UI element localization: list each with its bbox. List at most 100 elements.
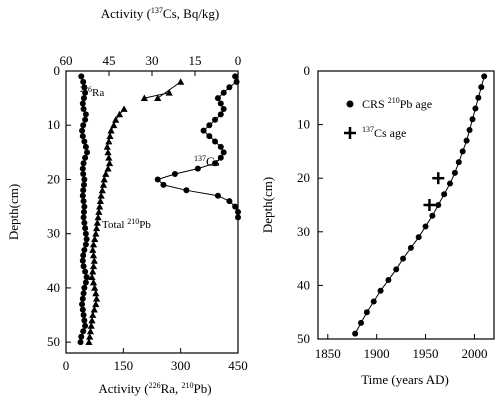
left-data-point <box>82 89 89 96</box>
right-series-line <box>354 76 485 334</box>
crs-age-point <box>393 266 400 273</box>
left-series-line <box>144 92 170 99</box>
left-data-point <box>171 171 178 178</box>
left-data-point <box>105 159 114 167</box>
left-data-point <box>89 278 98 286</box>
left-data-point <box>220 149 227 156</box>
left-top-x-tick-label: 15 <box>189 53 202 68</box>
left-data-point <box>106 132 114 139</box>
left-data-point <box>83 236 90 243</box>
legend-plus-marker <box>344 127 356 139</box>
crs-age-point <box>435 202 442 208</box>
crs-age-point <box>377 287 384 294</box>
left-data-point <box>82 225 89 232</box>
left-data-point <box>82 322 89 329</box>
left-data-point <box>214 95 221 102</box>
crs-age-point <box>478 84 485 91</box>
left-data-point <box>79 192 86 199</box>
left-data-point <box>81 219 88 226</box>
left-data-point <box>79 306 86 313</box>
left-data-point <box>217 111 224 118</box>
left-data-point <box>226 198 233 205</box>
left-data-point <box>80 198 87 205</box>
cs-age-point <box>432 172 445 185</box>
left-data-point <box>82 143 89 150</box>
left-top-x-tick-label: 60 <box>60 53 73 68</box>
cs-age-point <box>423 199 436 211</box>
left-data-point <box>80 263 87 270</box>
crs-age-point <box>407 244 414 251</box>
left-data-point <box>96 197 104 205</box>
left-data-point <box>98 186 106 194</box>
left-data-point <box>78 333 85 340</box>
left-data-point <box>79 165 86 172</box>
right-y-tick-label: 50 <box>297 331 310 346</box>
left-y-tick-label: 50 <box>47 334 60 349</box>
left-y-tick-label: 30 <box>47 226 60 241</box>
left-data-point <box>105 154 113 161</box>
crs-age-point <box>463 137 470 144</box>
crs-age-point <box>400 255 407 262</box>
crs-age-point <box>475 94 482 101</box>
left-data-point <box>81 246 88 253</box>
left-marks <box>77 73 241 346</box>
left-data-point <box>235 209 241 215</box>
legend-crs-label: CRS 210Pb age <box>362 96 432 111</box>
left-data-point <box>120 105 128 112</box>
left-data-point <box>81 317 88 324</box>
left-data-point <box>80 187 87 194</box>
left-top-x-tick-label: 0 <box>235 53 242 68</box>
crs-age-point <box>422 223 429 230</box>
left-data-point <box>217 154 224 161</box>
left-data-point <box>95 208 103 215</box>
left-data-point <box>99 181 108 188</box>
left-data-point <box>79 301 86 308</box>
legend-cs-label: 137Cs age <box>362 125 406 140</box>
right-x-tick-label: 2000 <box>461 346 487 361</box>
left-data-point <box>82 111 89 118</box>
left-data-point <box>177 78 185 85</box>
left-bottom-axis-title: Activity (226Ra, 210Pb) <box>98 381 211 396</box>
left-data-point <box>80 171 87 178</box>
left-data-point <box>107 127 115 134</box>
left-data-point <box>79 127 86 134</box>
left-data-point <box>214 192 221 199</box>
left-data-point <box>217 143 224 150</box>
left-bottom-x-tick-label: 150 <box>114 358 134 373</box>
left-data-point <box>233 78 240 85</box>
left-data-point <box>83 274 90 281</box>
left-data-point <box>80 312 87 319</box>
left-data-point <box>89 246 97 253</box>
left-data-point <box>92 289 100 297</box>
pb-annotation: Total 210Pb <box>102 217 151 231</box>
legend: CRS 210Pb age 137Cs age <box>344 96 432 140</box>
left-data-point <box>85 338 93 346</box>
left-data-point <box>89 240 98 248</box>
left-data-point <box>217 100 224 107</box>
left-data-point <box>88 273 96 280</box>
right-chart: Time (years AD) Depth(cm) 0 10 20 30 40 50 185… <box>260 63 495 387</box>
right-x-tick-label: 1950 <box>413 346 439 361</box>
crs-age-point <box>459 148 466 155</box>
left-data-point <box>89 251 98 259</box>
left-data-point <box>96 202 104 210</box>
left-data-point <box>235 214 241 221</box>
legend-circle-marker <box>346 100 354 108</box>
left-data-point <box>80 290 87 297</box>
left-data-point <box>200 127 207 134</box>
right-y-axis-title: Depth(cm) <box>260 177 275 233</box>
crs-age-point <box>415 234 422 241</box>
crs-age-point <box>455 159 462 166</box>
left-data-point <box>140 94 148 101</box>
left-data-point <box>80 214 87 221</box>
left-data-point <box>160 181 167 188</box>
left-data-point <box>112 116 120 123</box>
right-plot-frame <box>317 70 495 340</box>
left-data-point <box>90 306 98 313</box>
left-data-point <box>92 295 101 302</box>
left-bottom-x-tick-label: 300 <box>171 358 191 373</box>
right-y-tick-label: 0 <box>304 63 311 78</box>
left-data-point <box>80 78 87 85</box>
left-data-point <box>82 154 89 161</box>
